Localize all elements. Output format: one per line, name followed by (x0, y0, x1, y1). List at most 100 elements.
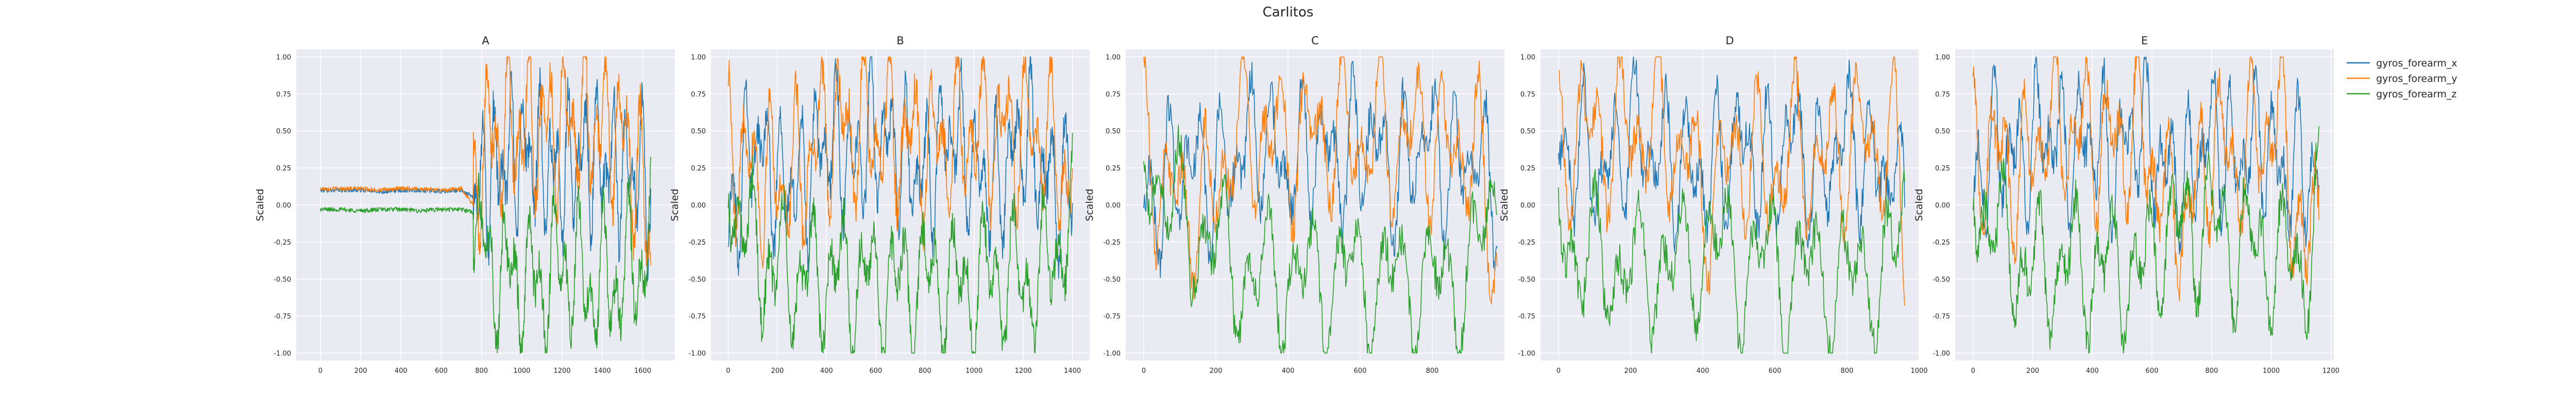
y-tick-label: -0.50 (1933, 276, 1950, 284)
y-tick-label: -0.75 (274, 313, 291, 321)
y-tick-label: -1.00 (274, 350, 291, 358)
y-tick-label: 0.50 (691, 128, 706, 135)
x-tick-label: 200 (2026, 367, 2039, 375)
series-line-gyros-forearm-y (1143, 56, 1498, 305)
series-line-gyros-forearm-y (1972, 56, 2319, 301)
y-tick-label: -0.75 (688, 313, 706, 321)
y-tick-label: 0.75 (691, 91, 706, 98)
x-tick-label: 600 (2146, 367, 2159, 375)
x-tick-label: 400 (1697, 367, 1709, 375)
y-tick-label: 0.50 (1520, 128, 1535, 135)
y-tick-label: 0.25 (1935, 165, 1950, 173)
y-tick-label: -0.25 (1103, 239, 1121, 247)
y-tick-label: -1.00 (1933, 350, 1950, 358)
y-tick-label: 0.25 (1106, 165, 1121, 173)
y-tick-label: -0.75 (1103, 313, 1121, 321)
x-tick-label: 400 (820, 367, 833, 375)
y-tick-label: -0.50 (1103, 276, 1121, 284)
legend-label: gyros_forearm_z (2376, 89, 2456, 100)
series-line-gyros-forearm-z (1558, 168, 1905, 354)
y-tick-label: 0.00 (1520, 202, 1535, 210)
panel-title: C (1311, 35, 1319, 47)
y-axis-label: Scaled (1913, 188, 1925, 221)
x-tick-label: 600 (1769, 367, 1782, 375)
subplot-d: 0 200 400 600 800 1000 -1.00 -0.75 -0.50 -0.25 0.0… (1499, 35, 1928, 375)
y-tick-label: -0.25 (274, 239, 291, 247)
legend: gyros_forearm_x gyros_forearm_y gyros_fore… (2347, 58, 2458, 100)
x-tick-label: 1200 (2323, 367, 2340, 375)
x-tick-label: 1000 (513, 367, 530, 375)
panel-title: B (896, 35, 904, 47)
x-tick-label: 400 (2086, 367, 2099, 375)
series-line-gyros-forearm-y (320, 56, 651, 266)
y-tick-label: 1.00 (276, 54, 291, 61)
x-tick-label: 1400 (1064, 367, 1081, 375)
y-tick-label: -1.00 (1103, 350, 1121, 358)
y-tick-label: 0.25 (1520, 165, 1535, 173)
y-tick-label: -1.00 (688, 350, 706, 358)
series-line-gyros-forearm-x (1558, 56, 1905, 253)
y-tick-label: 0.50 (1106, 128, 1121, 135)
series-line-gyros-forearm-z (320, 157, 651, 354)
x-tick-label: 1600 (634, 367, 651, 375)
x-tick-label: 0 (1142, 367, 1146, 375)
x-tick-label: 200 (354, 367, 367, 375)
y-tick-label: -0.50 (688, 276, 706, 284)
x-tick-label: 200 (1624, 367, 1637, 375)
x-tick-label: 0 (318, 367, 323, 375)
x-tick-label: 1200 (554, 367, 571, 375)
y-tick-label: 0.75 (276, 91, 291, 98)
panel-title: E (2141, 35, 2148, 47)
subplot-a: 0 200 400 600 800 1000 1200 1400 1600 -1.00 -0.75 -… (255, 35, 675, 375)
x-tick-label: 400 (395, 367, 408, 375)
subplot-e: 0 200 400 600 800 1000 1200 -1.00 -0.75 -0.50 -0.2… (1913, 35, 2340, 375)
x-tick-label: 1200 (1015, 367, 1032, 375)
x-tick-label: 1000 (965, 367, 982, 375)
subplot-b: 0 200 400 600 800 1000 1200 1400 -1.00 -0.75 -0.50… (669, 35, 1090, 375)
x-tick-label: 0 (726, 367, 730, 375)
y-tick-label: 0.25 (276, 165, 291, 173)
y-tick-label: -0.75 (1933, 313, 1950, 321)
y-tick-label: 0.00 (1106, 202, 1121, 210)
x-tick-label: 1000 (2263, 367, 2280, 375)
series-line-gyros-forearm-z (1972, 126, 2319, 354)
y-tick-label: 1.00 (1106, 54, 1121, 61)
series-line-gyros-forearm-x (1143, 61, 1498, 278)
series-line-gyros-forearm-z (1143, 125, 1498, 354)
y-axis-label: Scaled (669, 188, 681, 221)
x-tick-label: 800 (1426, 367, 1439, 375)
x-tick-label: 0 (1556, 367, 1561, 375)
y-tick-label: 0.00 (1935, 202, 1950, 210)
legend-label: gyros_forearm_y (2376, 73, 2458, 84)
x-tick-label: 800 (475, 367, 488, 375)
y-tick-label: 1.00 (691, 54, 706, 61)
subplot-panels: 0 200 400 600 800 1000 1200 1400 1600 -1.00 -0.75 -… (255, 35, 2340, 375)
x-tick-label: 400 (1282, 367, 1295, 375)
y-tick-label: -0.25 (1933, 239, 1950, 247)
series-line-gyros-forearm-z (727, 132, 1073, 354)
x-tick-label: 800 (1841, 367, 1854, 375)
y-tick-label: 0.75 (1106, 91, 1121, 98)
x-tick-label: 1400 (594, 367, 611, 375)
y-axis-label: Scaled (255, 188, 266, 221)
y-tick-label: -0.50 (1518, 276, 1535, 284)
x-tick-label: 1000 (1910, 367, 1927, 375)
figure-title: Carlitos (1263, 5, 1314, 20)
y-tick-label: 0.75 (1935, 91, 1950, 98)
x-tick-label: 200 (771, 367, 784, 375)
y-tick-label: -0.25 (1518, 239, 1535, 247)
y-tick-label: -0.50 (274, 276, 291, 284)
y-tick-label: 0.25 (691, 165, 706, 173)
y-axis-label: Scaled (1084, 188, 1095, 221)
x-tick-label: 800 (2205, 367, 2218, 375)
y-axis-label: Scaled (1499, 188, 1510, 221)
y-tick-label: -0.25 (688, 239, 706, 247)
y-tick-label: 0.00 (691, 202, 706, 210)
x-tick-label: 0 (1971, 367, 1975, 375)
y-tick-label: -1.00 (1518, 350, 1535, 358)
y-tick-label: 0.50 (276, 128, 291, 135)
series-line-gyros-forearm-y (1558, 56, 1905, 306)
panel-title: D (1725, 35, 1734, 47)
y-tick-label: -0.75 (1518, 313, 1535, 321)
